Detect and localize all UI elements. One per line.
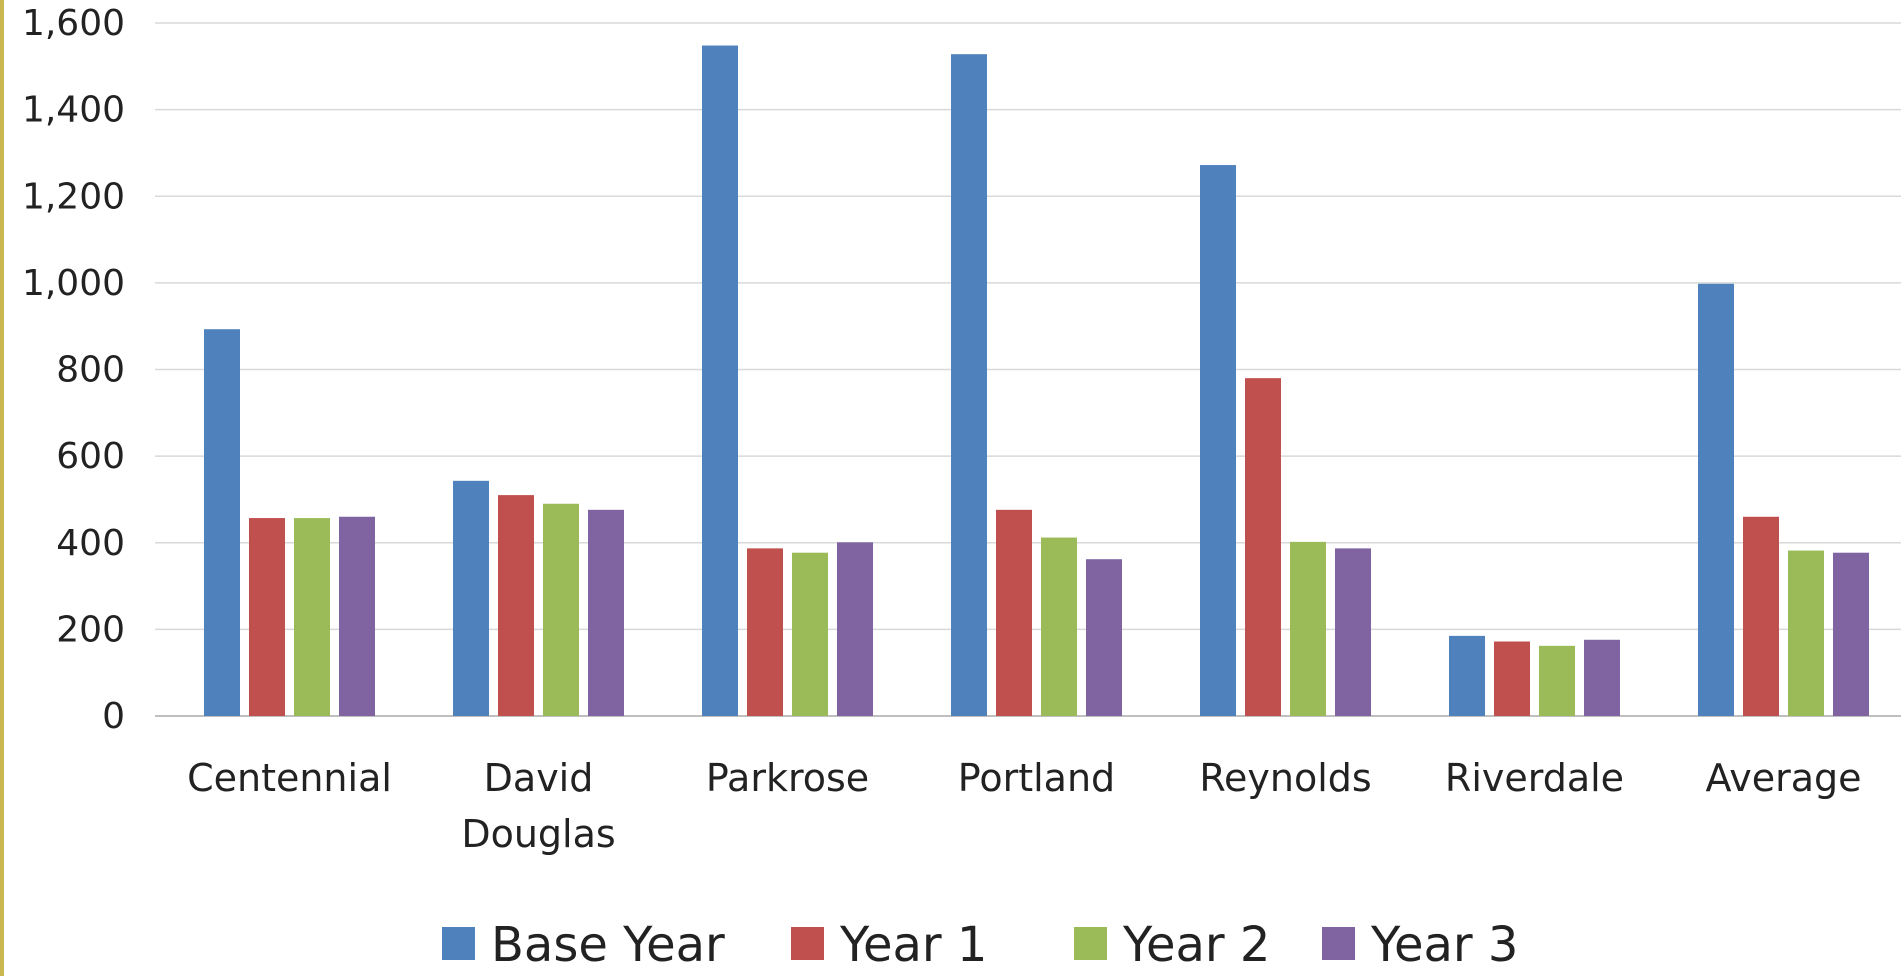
bar xyxy=(702,45,738,716)
bar xyxy=(792,552,828,716)
y-tick-label: 1,000 xyxy=(22,263,125,304)
bar xyxy=(1335,548,1371,716)
legend: Base Year Year 1 Year 2 Year 3 xyxy=(442,917,1518,973)
bar xyxy=(1290,541,1326,716)
x-category-label: Average xyxy=(1705,756,1861,800)
bar xyxy=(1584,639,1620,716)
x-category-label: Portland xyxy=(958,756,1115,800)
legend-label: Year 3 xyxy=(1370,917,1518,973)
y-tick-label: 600 xyxy=(56,436,125,477)
bar xyxy=(1833,552,1869,716)
bar xyxy=(1041,537,1077,716)
bar xyxy=(996,509,1032,716)
bar xyxy=(453,480,489,716)
bar xyxy=(249,518,285,716)
y-tick-label: 1,200 xyxy=(22,176,125,217)
legend-label: Year 2 xyxy=(1122,917,1270,973)
y-tick-label: 400 xyxy=(56,523,125,564)
bar xyxy=(1743,516,1779,716)
legend-swatch xyxy=(442,927,475,960)
bar xyxy=(339,516,375,716)
y-tick-label: 200 xyxy=(56,609,125,650)
bar xyxy=(1788,550,1824,716)
x-category-label: Reynolds xyxy=(1199,756,1371,800)
x-category-label: David Douglas xyxy=(461,756,615,856)
bar xyxy=(588,509,624,716)
y-tick-label: 1,600 xyxy=(22,3,125,44)
legend-swatch xyxy=(1322,927,1355,960)
bar xyxy=(294,518,330,716)
bar xyxy=(1245,378,1281,716)
bar xyxy=(1200,165,1236,716)
y-tick-label: 0 xyxy=(102,696,125,737)
bar xyxy=(1086,559,1122,716)
bar xyxy=(1494,641,1530,716)
bar xyxy=(543,503,579,716)
bar xyxy=(1539,645,1575,716)
x-category-label: Riverdale xyxy=(1445,756,1624,800)
bar xyxy=(498,495,534,716)
bar xyxy=(1449,635,1485,716)
x-category-label: Centennial xyxy=(187,756,392,800)
y-axis-ticks: 0 200 400 600 800 1,000 1,200 1,400 1,600 xyxy=(22,3,125,737)
bars xyxy=(204,45,1869,717)
bar xyxy=(1698,283,1734,716)
x-category-label: Parkrose xyxy=(706,756,869,800)
y-tick-label: 1,400 xyxy=(22,90,125,131)
legend-swatch xyxy=(1074,927,1107,960)
bar xyxy=(204,329,240,716)
left-border-line xyxy=(0,0,4,976)
bar xyxy=(837,542,873,716)
bar xyxy=(747,548,783,716)
x-axis-categories: Centennial David Douglas Parkrose Portland Re… xyxy=(187,756,1861,856)
bar xyxy=(951,54,987,717)
legend-label: Base Year xyxy=(491,917,725,973)
legend-label: Year 1 xyxy=(839,917,987,973)
legend-swatch xyxy=(791,927,824,960)
y-tick-label: 800 xyxy=(56,350,125,391)
